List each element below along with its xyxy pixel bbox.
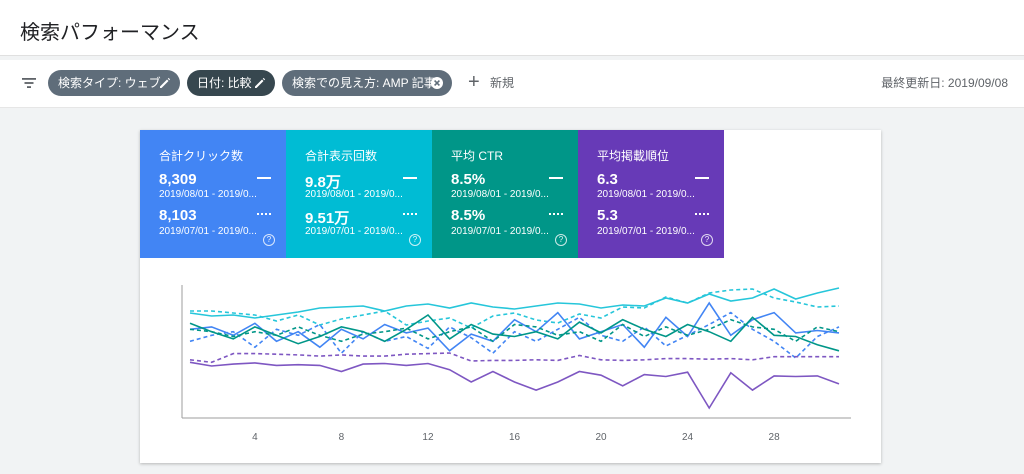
metric-title: 平均 CTR: [451, 149, 503, 163]
add-filter-button[interactable]: + 新規: [468, 70, 514, 96]
x-tick-label: 8: [339, 432, 345, 443]
metric-card-position[interactable]: 平均掲載順位 6.3 2019/08/01 - 2019/0... 5.3 20…: [578, 130, 724, 258]
metric-value-previous: 5.3: [597, 207, 618, 224]
help-icon[interactable]: ?: [263, 234, 275, 246]
edit-pencil-icon[interactable]: [158, 76, 172, 90]
close-circle-icon[interactable]: [430, 76, 444, 90]
help-icon[interactable]: ?: [555, 234, 567, 246]
series-line-7: [189, 352, 839, 364]
metric-range-previous: 2019/07/01 - 2019/0...: [597, 226, 695, 237]
filter-chip-search-appearance[interactable]: 検索での見え方: AMP 記事: [282, 70, 452, 96]
metric-range-current: 2019/08/01 - 2019/0...: [159, 189, 257, 200]
metric-value-current: 9.8万: [305, 174, 341, 191]
filter-chip-label: 検索での見え方: AMP 記事: [292, 76, 436, 90]
filter-chip-date[interactable]: 日付: 比較: [187, 70, 275, 96]
series-line-5: [189, 318, 840, 343]
last-updated: 最終更新日: 2019/09/08: [881, 76, 1008, 90]
metric-value-previous: 9.51万: [305, 210, 350, 227]
series-line-6: [189, 361, 840, 410]
filter-chip-label: 検索タイプ: ウェブ: [58, 76, 161, 90]
x-tick-label: 4: [252, 432, 258, 443]
series-line-1: [189, 311, 840, 360]
dashed-line-legend-icon: [549, 213, 563, 215]
x-tick-label: 20: [595, 432, 607, 443]
filter-list-icon[interactable]: [20, 74, 38, 92]
help-icon[interactable]: ?: [409, 234, 421, 246]
metric-value-current: 8.5%: [451, 171, 486, 188]
series-line-0: [189, 301, 840, 352]
top-bar: 検索パフォーマンス: [0, 0, 1024, 56]
filter-chip-label: 日付: 比較: [197, 76, 252, 90]
plus-icon: +: [468, 71, 480, 93]
metric-title: 平均掲載順位: [597, 149, 670, 163]
metric-value-current: 6.3: [597, 171, 618, 188]
solid-line-legend-icon: [549, 177, 563, 179]
performance-card: 合計クリック数 8,309 2019/08/01 - 2019/0... 8,1…: [140, 130, 881, 463]
metric-card-ctr[interactable]: 平均 CTR 8.5% 2019/08/01 - 2019/0... 8.5% …: [432, 130, 578, 258]
solid-line-legend-icon: [403, 177, 417, 179]
x-tick-label: 16: [509, 432, 521, 443]
metric-card-clicks[interactable]: 合計クリック数 8,309 2019/08/01 - 2019/0... 8,1…: [140, 130, 286, 258]
metric-value-previous: 8.5%: [451, 207, 486, 224]
help-icon[interactable]: ?: [701, 234, 713, 246]
metric-title: 合計クリック数: [159, 149, 244, 163]
metric-title: 合計表示回数: [305, 149, 378, 163]
metric-value-current: 8,309: [159, 171, 197, 188]
dashed-line-legend-icon: [695, 213, 709, 215]
metric-card-impressions[interactable]: 合計表示回数 9.8万 2019/08/01 - 2019/0... 9.51万…: [286, 130, 432, 258]
x-tick-label: 28: [769, 432, 781, 443]
metric-value-previous: 8,103: [159, 207, 197, 224]
dashed-line-legend-icon: [403, 213, 417, 215]
metric-range-previous: 2019/07/01 - 2019/0...: [305, 226, 403, 237]
metric-range-current: 2019/08/01 - 2019/0...: [597, 189, 695, 200]
metric-range-previous: 2019/07/01 - 2019/0...: [451, 226, 549, 237]
performance-chart[interactable]: 4 8 12 16 20 24 28: [140, 258, 881, 463]
series-line-4: [189, 313, 840, 352]
solid-line-legend-icon: [257, 177, 271, 179]
x-tick-label: 24: [682, 432, 694, 443]
dashed-line-legend-icon: [257, 213, 271, 215]
metric-range-previous: 2019/07/01 - 2019/0...: [159, 226, 257, 237]
series-line-3: [190, 288, 840, 329]
filter-chip-search-type[interactable]: 検索タイプ: ウェブ: [48, 70, 180, 96]
edit-pencil-icon[interactable]: [253, 76, 267, 90]
page-title: 検索パフォーマンス: [20, 20, 200, 44]
filter-bar: 検索タイプ: ウェブ 日付: 比較 検索での見え方: AMP 記事 + 新規 最…: [0, 60, 1024, 108]
add-filter-label: 新規: [490, 76, 515, 90]
x-tick-label: 12: [422, 432, 434, 443]
series-line-2: [189, 287, 840, 319]
solid-line-legend-icon: [695, 177, 709, 179]
metric-range-current: 2019/08/01 - 2019/0...: [305, 189, 403, 200]
metric-range-current: 2019/08/01 - 2019/0...: [451, 189, 549, 200]
